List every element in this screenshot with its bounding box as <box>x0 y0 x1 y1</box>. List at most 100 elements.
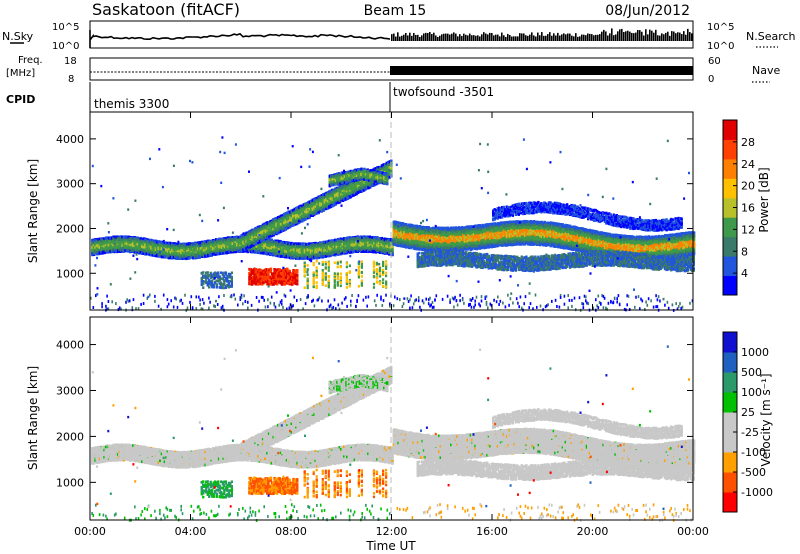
nsearch-bar <box>433 33 435 41</box>
nsearch-bar <box>663 34 665 41</box>
nsearch-bar <box>395 37 397 41</box>
nsearch-bar <box>407 35 409 41</box>
nsearch-bar <box>603 30 605 41</box>
nsearch-bar <box>657 35 659 41</box>
nsearch-bar <box>405 33 407 41</box>
nsearch-bar <box>477 35 479 41</box>
nsearch-bar <box>551 36 553 41</box>
nsearch-bar <box>563 33 565 41</box>
nsearch-bar <box>501 33 503 41</box>
freq-unit: [MHz] <box>6 68 35 79</box>
nsky-trace <box>90 30 390 48</box>
nsearch-bar <box>535 37 537 41</box>
nsearch-trace <box>391 28 693 41</box>
nsky-label: N.Sky <box>2 30 34 43</box>
nsearch-bar <box>417 35 419 41</box>
cpid-segment-1: themis 3300 <box>94 97 169 111</box>
nsearch-bar <box>619 29 621 41</box>
nsearch-bar <box>393 34 395 41</box>
nsearch-bar <box>547 34 549 41</box>
nsearch-bar <box>459 34 461 41</box>
nsearch-bar <box>399 37 401 41</box>
nsearch-bar <box>505 37 507 41</box>
nsearch-bar <box>409 33 411 41</box>
nsearch-bar <box>635 33 637 41</box>
nsearch-bar <box>631 33 633 41</box>
nsearch-bar <box>675 33 677 41</box>
nsearch-bar <box>565 34 567 41</box>
nsearch-bar <box>583 35 585 41</box>
nsearch-bar <box>453 32 455 41</box>
nsearch-bar <box>595 35 597 41</box>
nsearch-bar <box>523 33 525 41</box>
nsearch-bar <box>461 36 463 41</box>
nsearch-bar <box>573 36 575 41</box>
nsearch-bar <box>641 32 643 41</box>
nsearch-bar <box>639 30 641 41</box>
nsearch-bar <box>643 35 645 41</box>
nsearch-bar <box>629 32 631 41</box>
nsearch-bar <box>591 34 593 41</box>
nsearch-bar <box>559 36 561 41</box>
nsearch-bar <box>549 32 551 41</box>
cpid-segment-2: twofsound -3501 <box>393 85 494 99</box>
nsearch-bar <box>679 33 681 41</box>
nsearch-tick-bottom: 10^0 <box>707 41 734 52</box>
nsearch-bar <box>503 35 505 41</box>
nsearch-bar <box>615 34 617 41</box>
nsearch-bar <box>411 36 413 41</box>
nsearch-bar <box>401 36 403 41</box>
nsearch-bar <box>605 31 607 41</box>
nsky-tick-top: 10^5 <box>52 22 79 33</box>
nsearch-bar <box>597 35 599 41</box>
nsearch-bar <box>587 34 589 41</box>
nsearch-bar <box>511 37 513 41</box>
nsearch-bar <box>671 31 673 41</box>
nsearch-bar <box>681 34 683 41</box>
nsearch-bar <box>403 35 405 41</box>
nsearch-bar <box>633 33 635 41</box>
nsearch-bar <box>541 32 543 41</box>
nsearch-bar <box>617 31 619 41</box>
nsearch-bar <box>441 34 443 41</box>
nsearch-bar <box>529 35 531 41</box>
nsearch-bar <box>661 33 663 41</box>
nsearch-bar <box>665 33 667 41</box>
nsearch-bar <box>599 34 601 41</box>
nsearch-bar <box>593 35 595 41</box>
nsearch-bar <box>539 35 541 41</box>
nsearch-bar <box>567 34 569 41</box>
nsearch-bar <box>485 33 487 41</box>
nsearch-bar <box>667 32 669 41</box>
nsearch-bar <box>673 32 675 41</box>
nsearch-bar <box>521 33 523 41</box>
nsearch-bar <box>689 32 691 41</box>
nsearch-bar <box>509 35 511 41</box>
nave-label: Nave <box>752 64 780 77</box>
nsearch-bar <box>647 34 649 41</box>
nsearch-bar <box>457 36 459 41</box>
nsearch-bar <box>391 34 393 41</box>
date-title: 08/Jun/2012 <box>605 3 690 19</box>
nsearch-bar <box>463 34 465 41</box>
nsearch-bar <box>555 35 557 41</box>
nsearch-bar <box>677 32 679 41</box>
nsearch-bar <box>515 36 517 41</box>
nsearch-bar <box>455 34 457 41</box>
nsearch-bar <box>613 35 615 41</box>
nsearch-bar <box>581 35 583 41</box>
nsearch-bar <box>469 34 471 41</box>
nsearch-bar <box>569 34 571 41</box>
nsearch-bar <box>471 35 473 41</box>
nsearch-bar <box>467 35 469 41</box>
nave-tick-bottom: 0 <box>708 74 714 85</box>
nsearch-bar <box>465 35 467 41</box>
cpid-label: CPID <box>6 93 35 106</box>
nsearch-bar <box>577 37 579 41</box>
nsearch-bar <box>427 33 429 41</box>
nsearch-bar <box>525 35 527 41</box>
nsearch-bar <box>507 34 509 41</box>
nsearch-bar <box>495 35 497 41</box>
nsearch-bar <box>481 34 483 41</box>
freq-label: Freq. <box>18 55 43 66</box>
